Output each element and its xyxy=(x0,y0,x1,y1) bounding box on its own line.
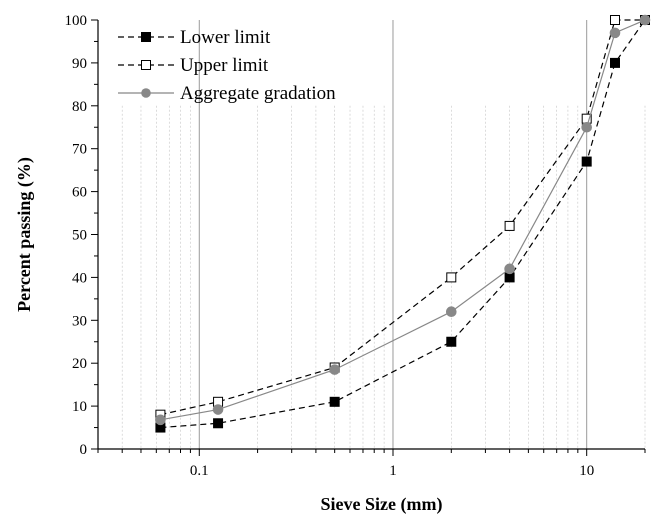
y-tick-label: 90 xyxy=(72,56,87,72)
data-point-aggregate-gradation xyxy=(329,364,340,375)
x-tick-label: 10 xyxy=(579,463,594,479)
y-tick-label: 60 xyxy=(72,185,87,201)
y-tick-label: 70 xyxy=(72,142,87,158)
data-point-aggregate-gradation xyxy=(445,306,457,318)
data-point-upper-limit xyxy=(446,272,457,283)
data-point-aggregate-gradation xyxy=(212,404,224,415)
data-point-aggregate-gradation xyxy=(639,14,651,26)
legend-label-upper-limit: Upper limit xyxy=(180,55,269,76)
legend-marker-upper-limit xyxy=(141,60,151,70)
data-point-upper-limit xyxy=(504,220,515,231)
data-point-lower-limit xyxy=(213,418,224,429)
x-ticks: 0.1 1 10 xyxy=(97,449,646,479)
series-line-lower-limit xyxy=(160,19,646,429)
y-ticks: 0 10 20 30 40 50 60 70 80 90 100 xyxy=(65,13,98,458)
data-point-lower-limit xyxy=(609,57,620,68)
x-tick-label: 0.1 xyxy=(190,463,209,479)
series xyxy=(155,14,651,433)
data-point-lower-limit xyxy=(446,336,457,347)
y-tick-label: 50 xyxy=(72,228,87,244)
data-point-upper-limit xyxy=(609,15,620,25)
data-point-lower-limit xyxy=(504,272,515,283)
legend-marker-lower-limit xyxy=(141,32,151,42)
grid-lines xyxy=(97,20,646,449)
y-tick-label: 0 xyxy=(80,442,88,458)
x-tick-label: 1 xyxy=(389,463,397,479)
legend-item-aggregate-gradation: Aggregate gradation xyxy=(118,83,336,104)
x-axis-title: Sieve Size (mm) xyxy=(321,494,443,515)
y-tick-label: 20 xyxy=(72,356,87,372)
legend-item-upper-limit: Upper limit xyxy=(118,55,269,76)
data-point-aggregate-gradation xyxy=(581,121,592,133)
y-tick-label: 10 xyxy=(72,399,87,415)
data-point-lower-limit xyxy=(581,156,592,167)
legend-label-lower-limit: Lower limit xyxy=(180,27,271,48)
legend-item-lower-limit: Lower limit xyxy=(118,27,271,48)
y-axis-title: Percent passing (%) xyxy=(14,157,35,312)
y-tick-label: 80 xyxy=(72,99,87,115)
y-tick-label: 40 xyxy=(72,270,87,286)
y-tick-label: 30 xyxy=(72,313,87,329)
y-tick-label: 100 xyxy=(65,13,88,29)
data-point-aggregate-gradation xyxy=(609,27,621,39)
series-line-aggregate-gradation xyxy=(160,19,646,421)
data-point-lower-limit xyxy=(329,396,340,407)
data-point-aggregate-gradation xyxy=(504,263,515,275)
data-point-aggregate-gradation xyxy=(155,414,166,426)
legend-label-aggregate-gradation: Aggregate gradation xyxy=(180,83,336,104)
series-line-upper-limit xyxy=(160,19,645,416)
legend: Lower limit Upper limit Aggregate gradat… xyxy=(118,27,336,104)
legend-marker-aggregate-gradation xyxy=(141,88,151,98)
